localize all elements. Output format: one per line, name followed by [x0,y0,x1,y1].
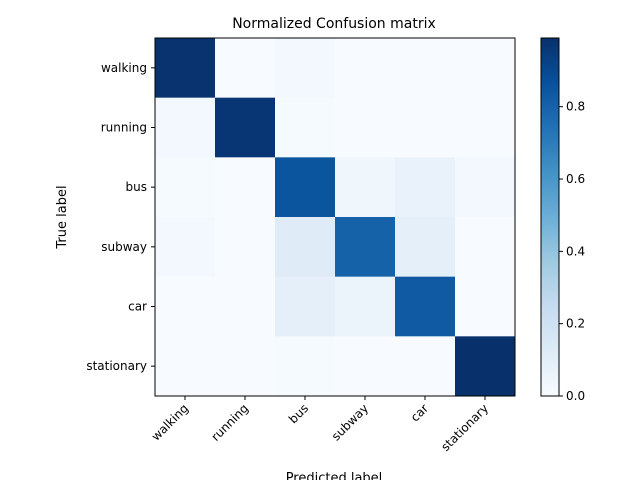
colorbar-tick-label: 0.4 [566,244,585,258]
heatmap-cell [155,38,216,99]
heatmap-cell [155,276,216,337]
heatmap-cell [275,217,336,278]
y-axis-label: True label [55,185,70,249]
y-tick-label: car [128,300,147,314]
heatmap-cell [395,217,456,278]
heatmap-cell [215,276,276,337]
y-axis-ticks: walking running bus subway car stationary [86,61,155,373]
heatmap-cell [335,97,396,158]
heatmap-cell [455,336,516,397]
heatmap-cell [335,217,396,278]
heatmap-cell [275,157,336,218]
heatmap-cell [335,276,396,337]
heatmap-cell [215,217,276,278]
y-tick-label: walking [101,61,147,75]
heatmap-cell [155,336,216,397]
y-tick-label: subway [101,240,147,254]
heatmap-cell [215,97,276,158]
heatmap-cell [395,38,456,99]
y-tick-label: bus [126,180,147,194]
heatmap-cell [335,38,396,99]
colorbar-ticks: 0.0 0.2 0.4 0.6 0.8 [559,100,585,403]
heatmap-cell [155,217,216,278]
colorbar-tick-label: 0.8 [566,100,585,114]
heatmap-cell [275,97,336,158]
heatmap-cell [395,336,456,397]
heatmap-cell [395,157,456,218]
heatmap-cell [335,157,396,218]
heatmap-cells [155,38,516,397]
heatmap-cell [455,97,516,158]
heatmap-cell [275,38,336,99]
heatmap-cell [455,217,516,278]
heatmap-cell [395,276,456,337]
heatmap-cell [275,276,336,337]
heatmap-cell [275,336,336,397]
x-axis-label: Predicted label [286,471,383,480]
colorbar-tick-label: 0.6 [566,172,585,186]
colorbar-tick-label: 0.0 [566,389,585,403]
heatmap-cell [155,157,216,218]
heatmap-cell [455,38,516,99]
heatmap-cell [455,157,516,218]
colorbar-frame [540,37,560,397]
heatmap-cell [215,157,276,218]
colorbar [541,38,559,396]
heatmap-cell [455,276,516,337]
heatmap-cell [215,336,276,397]
plot-frame [154,37,516,397]
heatmap-cell [335,336,396,397]
heatmap-cell [395,97,456,158]
heatmap-cell [155,97,216,158]
heatmap-cell [215,38,276,99]
y-tick-label: stationary [86,359,147,373]
colorbar-tick-label: 0.2 [566,317,585,331]
chart-title: Normalized Confusion matrix [232,16,436,32]
y-tick-label: running [101,121,147,135]
